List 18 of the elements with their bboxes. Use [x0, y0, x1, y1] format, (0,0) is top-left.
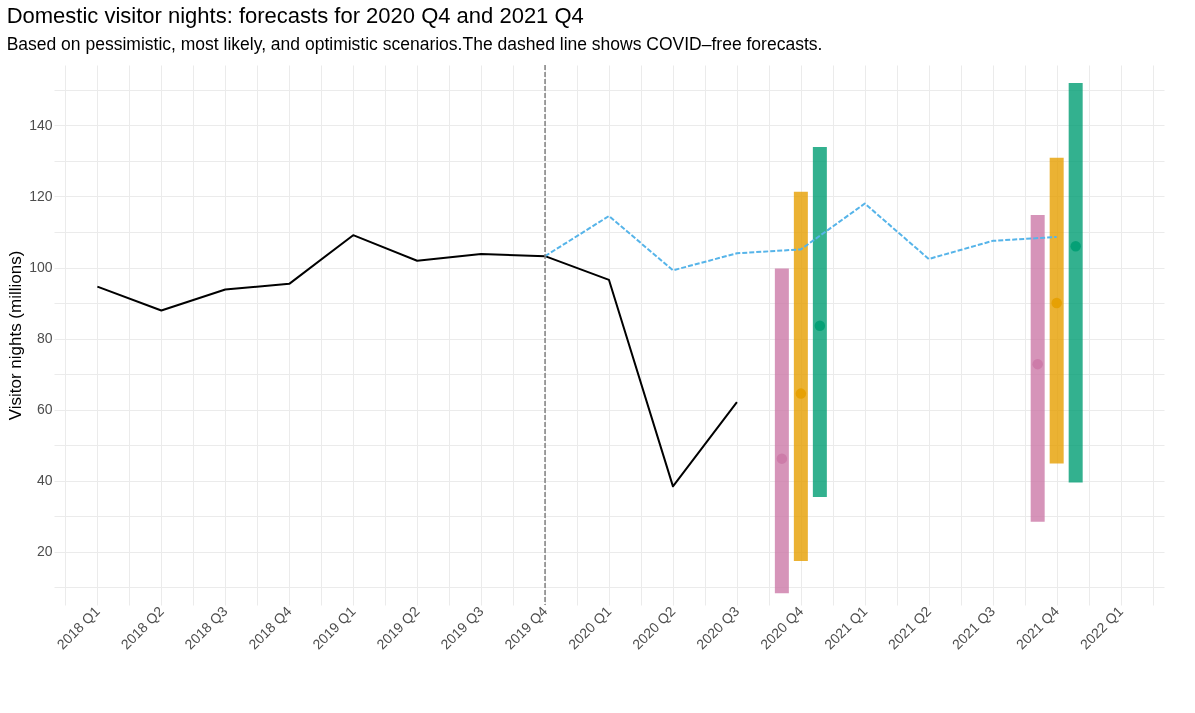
y-tick-label: 20: [36, 543, 53, 560]
y-tick-label: 100: [29, 259, 53, 275]
chart-subtitle: Based on pessimistic, most likely, and optimistic scenarios.The dashed line shows COVID–free forecasts.: [6, 33, 823, 54]
y-tick-label: 40: [36, 472, 53, 489]
bar: [1049, 157, 1064, 464]
bar: [1030, 214, 1045, 522]
line-series: [96, 234, 738, 488]
y-tick-label: 60: [36, 401, 53, 418]
bar: [774, 268, 789, 594]
line-series: [544, 202, 1058, 272]
y-tick-label: 140: [29, 116, 53, 133]
bar: [793, 191, 808, 561]
y-tick-label: 120: [29, 187, 53, 204]
chart-title: Domestic visitor nights: forecasts for 2020 Q4 and 2021 Q4: [6, 2, 584, 28]
y-axis-title: Visitor nights (millions): [6, 250, 26, 421]
y-tick-label: 80: [36, 330, 53, 347]
bar: [812, 147, 827, 497]
bar: [1068, 83, 1083, 483]
